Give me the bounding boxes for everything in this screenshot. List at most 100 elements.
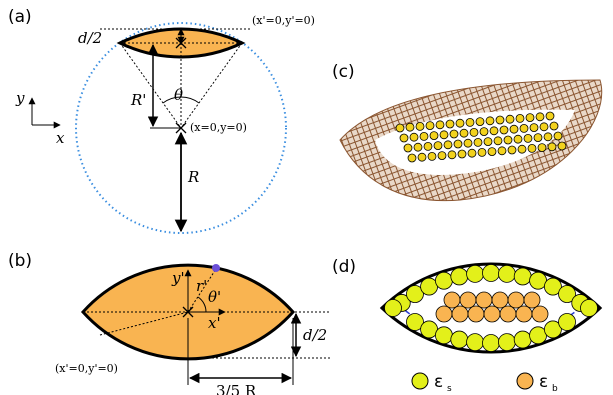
atom: [547, 142, 557, 152]
atom: [439, 130, 449, 140]
surface-sphere: [558, 285, 576, 303]
surface-sphere: [450, 330, 469, 349]
surface-sphere: [406, 285, 424, 303]
atoms: [395, 111, 567, 163]
text: (x'=0,y'=0): [252, 14, 315, 27]
guide: [187, 268, 217, 313]
legend-text: ε: [539, 372, 548, 392]
atom: [525, 113, 535, 122]
atom: [473, 137, 483, 147]
surface-sphere: [466, 333, 484, 352]
panel-label: (c): [332, 62, 355, 82]
legend-symbol: [516, 372, 534, 390]
atom: [469, 127, 479, 137]
atom: [545, 111, 555, 121]
atom: [503, 135, 513, 145]
atom: [425, 121, 435, 130]
atom: [493, 136, 503, 146]
panel-label: (a): [8, 7, 32, 27]
atom: [403, 143, 413, 153]
atom: [529, 123, 539, 132]
atom: [445, 119, 455, 129]
atom: [537, 143, 547, 153]
text: d/2: [303, 326, 327, 344]
atom: [455, 118, 465, 128]
atom: [527, 143, 537, 153]
atom: [399, 133, 409, 143]
atom: [459, 128, 469, 138]
bulk-sphere: [507, 291, 525, 309]
guide: [99, 311, 189, 336]
text: d/2: [78, 29, 102, 47]
atom: [489, 126, 499, 136]
legend-text: ε: [434, 372, 443, 392]
text: (x'=0,y'=0): [55, 362, 118, 375]
atom: [479, 127, 489, 137]
surface-sphere: [482, 264, 500, 282]
surface-sphere: [435, 271, 453, 290]
spheres: [384, 264, 598, 352]
atom: [515, 114, 525, 123]
atom: [523, 133, 533, 143]
atom: [533, 133, 543, 143]
surface-sphere: [435, 326, 453, 345]
atom: [495, 115, 505, 125]
atom: [487, 147, 497, 157]
atom: [507, 145, 517, 155]
angle-arc: [197, 296, 207, 313]
atom: [429, 131, 439, 141]
atom: [423, 141, 433, 151]
surface-sphere: [558, 313, 576, 331]
atom: [485, 116, 495, 126]
text: θ: [174, 86, 183, 104]
bulk-sphere: [491, 291, 509, 309]
cross: [175, 122, 187, 134]
atom: [405, 122, 415, 132]
atom: [395, 123, 405, 133]
bulk-sphere: [531, 305, 549, 323]
bulk-sphere: [499, 305, 517, 323]
bulk-sphere: [475, 291, 493, 309]
atom: [435, 120, 445, 130]
atom: [535, 112, 545, 122]
atom: [539, 122, 549, 132]
surface-sphere: [580, 299, 598, 317]
atom: [465, 118, 475, 127]
atom: [449, 129, 459, 139]
surface-sphere: [466, 264, 484, 283]
surface-sphere: [450, 267, 469, 286]
atom: [505, 114, 515, 124]
bulk-sphere: [483, 305, 501, 323]
surface-sphere: [513, 267, 532, 286]
text: y': [171, 269, 185, 287]
atom: [483, 137, 493, 147]
atom: [517, 144, 527, 154]
text: x': [208, 314, 221, 332]
surface-sphere: [406, 313, 424, 331]
bulk-sphere: [451, 305, 469, 323]
atom: [415, 122, 425, 131]
point: [212, 264, 220, 272]
text: θ': [208, 288, 221, 306]
atom: [433, 141, 443, 151]
atom: [457, 149, 467, 159]
bulk-sphere: [515, 305, 533, 323]
angle-arc: [162, 96, 200, 104]
atom: [477, 147, 487, 157]
text: R': [130, 91, 146, 109]
text: y: [15, 89, 25, 107]
legend-text: b: [552, 384, 558, 394]
atom: [519, 123, 529, 133]
atom: [553, 131, 563, 141]
atom: [427, 151, 437, 161]
guide: [180, 42, 243, 129]
surface-sphere: [544, 320, 562, 339]
atom: [443, 140, 453, 150]
text: R: [187, 168, 199, 186]
surface-sphere: [544, 277, 562, 296]
bulk-sphere: [459, 291, 477, 309]
atom: [513, 134, 523, 144]
atom: [413, 142, 423, 152]
bulk-sphere: [435, 305, 453, 323]
atom: [417, 152, 427, 162]
